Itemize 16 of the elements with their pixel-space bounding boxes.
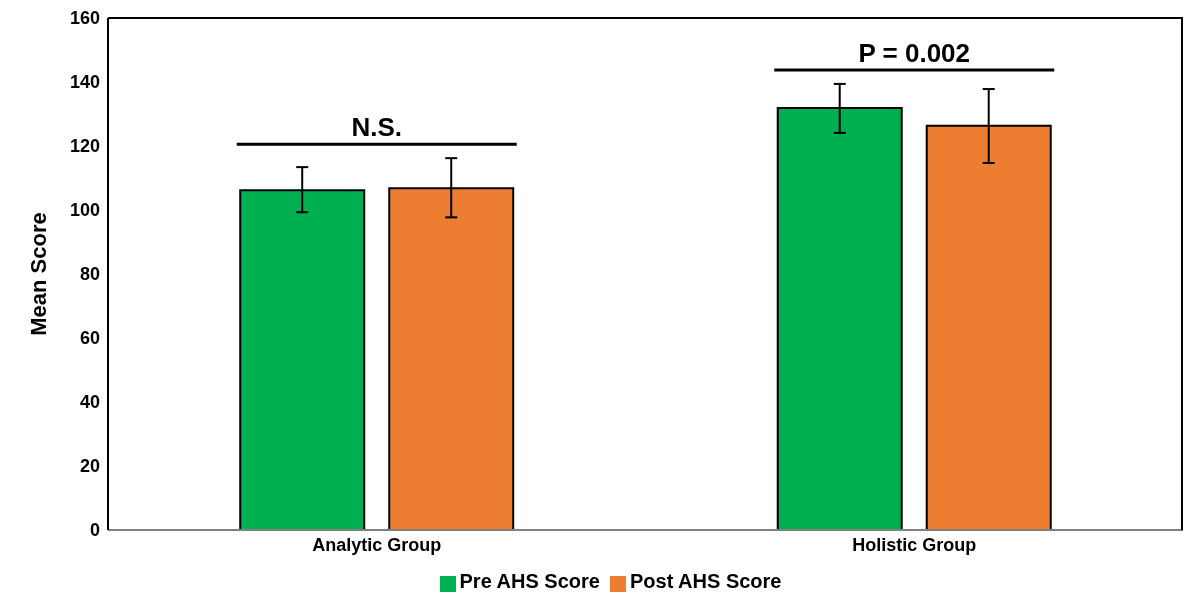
y-tick-label: 20 [79, 456, 100, 477]
y-tick-label: 0 [89, 520, 100, 541]
y-tick-label: 140 [69, 72, 100, 93]
legend-label: Post AHS Score [629, 570, 782, 592]
y-axis-title: Mean Score [25, 212, 51, 336]
y-tick-label: 40 [79, 392, 100, 413]
x-tick-label: Holistic Group [852, 534, 977, 555]
y-tick-label: 160 [69, 8, 100, 29]
x-tick-label: Analytic Group [312, 534, 442, 555]
annotation: N.S. [351, 112, 403, 143]
y-tick-label: 100 [69, 200, 100, 221]
annotation: P = 0.002 [858, 37, 971, 68]
legend-label: Pre AHS Score [459, 570, 600, 592]
y-tick-label: 80 [79, 264, 100, 285]
y-tick-label: 60 [79, 328, 100, 349]
y-tick-label: 120 [69, 136, 100, 157]
